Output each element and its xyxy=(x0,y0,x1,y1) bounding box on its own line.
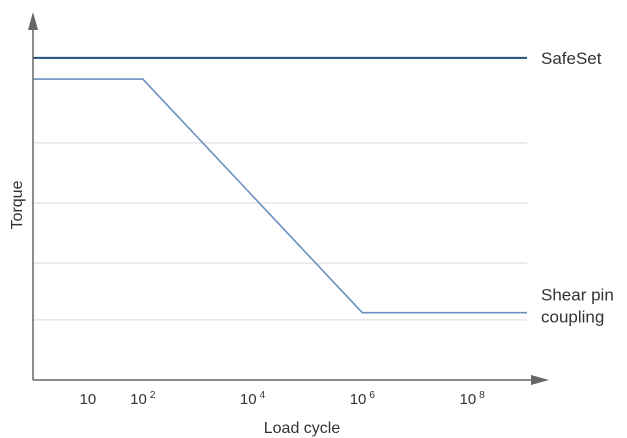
x-tick-labels: 10 10 2 10 4 10 6 10 8 xyxy=(80,390,486,408)
y-axis-label: Torque xyxy=(9,180,26,229)
series-lines xyxy=(33,56,527,314)
x-tick-label: 10 8 xyxy=(459,390,485,408)
grid xyxy=(33,142,527,321)
series-labels: SafeSet Shear pin coupling xyxy=(541,49,614,327)
axes xyxy=(28,12,549,385)
y-axis-arrow-icon xyxy=(28,12,38,30)
x-tick-label: 10 2 xyxy=(130,390,156,408)
x-tick-label: 10 4 xyxy=(240,390,266,408)
x-tick-label: 10 6 xyxy=(350,390,376,408)
shear-pin-coupling-line xyxy=(33,78,527,314)
x-axis-arrow-icon xyxy=(531,375,549,385)
x-tick-label: 10 xyxy=(80,391,97,408)
x-axis-label: Load cycle xyxy=(264,420,341,437)
series-label-safeset: SafeSet xyxy=(541,49,602,68)
series-label-shear-pin-coupling: Shear pin coupling xyxy=(541,286,614,327)
